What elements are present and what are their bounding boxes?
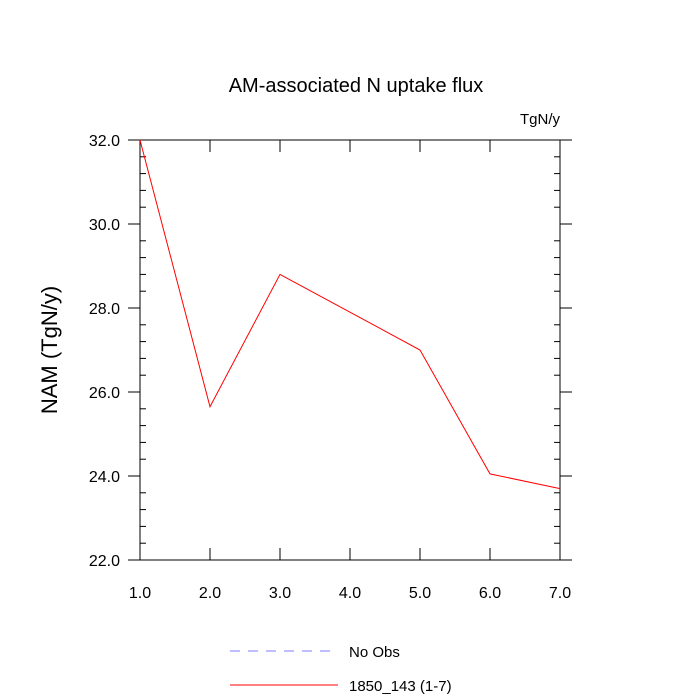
y-tick-labels: 22.0 24.0 26.0 28.0 30.0 32.0 (89, 133, 120, 570)
series-layer (139, 139, 561, 490)
axis-ticks (128, 139, 572, 561)
y-axis-label: NAM (TgN/y) (37, 286, 62, 414)
legend-label: No Obs (349, 644, 400, 661)
x-tick-label: 6.0 (479, 585, 501, 602)
legend-label: 1850_143 (1-7) (349, 678, 452, 695)
y-tick-label: 32.0 (89, 133, 120, 150)
chart-title: AM-associated N uptake flux (229, 75, 484, 97)
y-tick-label: 28.0 (89, 301, 120, 318)
y-tick-label: 22.0 (89, 553, 120, 570)
y-tick-label: 24.0 (89, 469, 120, 486)
x-tick-label: 2.0 (199, 585, 221, 602)
x-tick-label: 4.0 (339, 585, 361, 602)
x-tick-label: 3.0 (269, 585, 291, 602)
x-tick-labels: 1.0 2.0 3.0 4.0 5.0 6.0 7.0 (129, 585, 571, 602)
x-tick-label: 5.0 (409, 585, 431, 602)
x-tick-label: 7.0 (549, 585, 571, 602)
series-line (139, 139, 561, 490)
plot-frame (139, 139, 561, 561)
x-tick-label: 1.0 (129, 585, 151, 602)
legend: No Obs 1850_143 (1-7) (230, 644, 452, 695)
units-label: TgN/y (520, 111, 561, 128)
y-tick-label: 30.0 (89, 217, 120, 234)
y-tick-label: 26.0 (89, 385, 120, 402)
